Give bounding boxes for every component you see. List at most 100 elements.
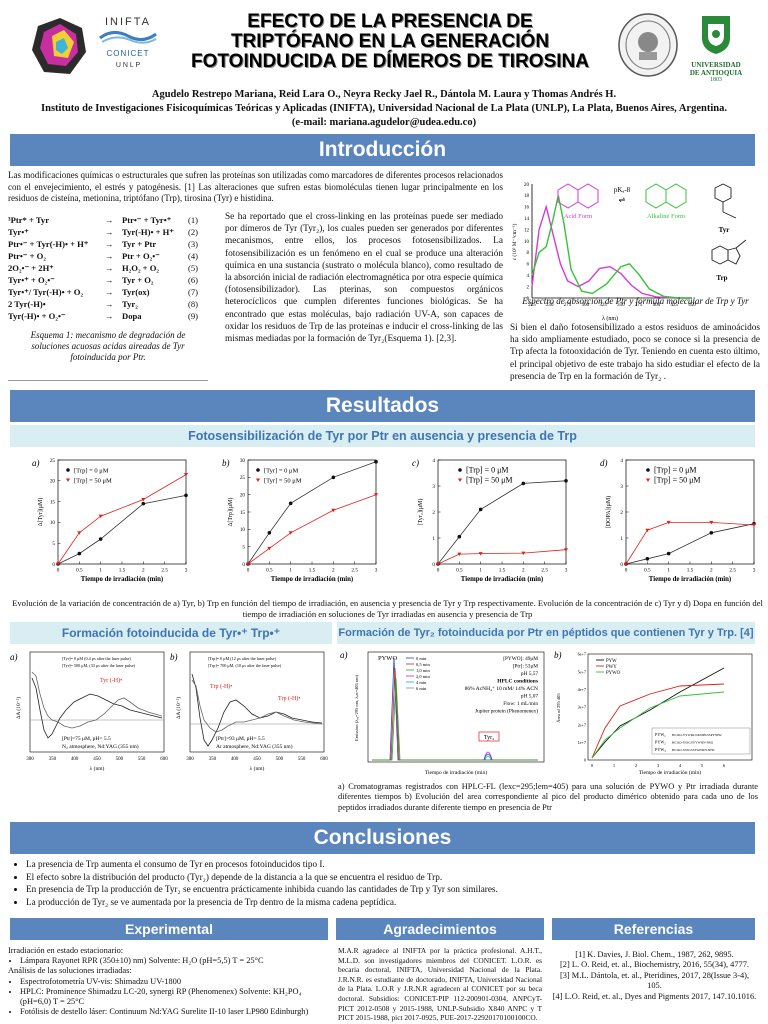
y-tick-label: 4 (432, 458, 435, 464)
y-tick-label: 4 (620, 458, 623, 464)
transient-xtick: 400 (231, 757, 239, 762)
udea-year: 1803 (710, 77, 722, 83)
legend-label-1: [Trp] = 0 μM (74, 467, 109, 474)
data-point-1 (288, 501, 293, 506)
data-point-2 (709, 520, 714, 525)
scheme-number: (9) (187, 311, 198, 321)
hplc-chromatogram: a) PYWO 0 min 0,5 min 1,0 min 2,0 min 4 min 6… (338, 648, 548, 778)
chart-panel-label: d) (600, 458, 608, 468)
pep-ytick: 0 (584, 758, 586, 763)
institute: Instituto de Investigaciones Fisicoquími… (41, 103, 727, 114)
transient-xtick: 600 (160, 757, 168, 762)
data-point-2 (521, 551, 526, 556)
legend-label-1: [Tyr] = 0 μM (264, 467, 299, 474)
alkaline-form-curve (531, 195, 692, 299)
reference-item: [1] K. Davies, J. Biol. Chem., 1987, 262… (575, 950, 734, 959)
data-point-2 (645, 528, 650, 533)
transient-a-curve-2 (31, 671, 163, 729)
transient-b-cond-1: [Ptr]=93 μM, pH= 5.5 (216, 736, 265, 742)
spectrum-ytick: 14 (524, 217, 530, 222)
scheme-products: Tyr(-H)• + H⁺ (122, 227, 174, 237)
scheme-arrow: → (104, 215, 114, 225)
data-point-1 (77, 551, 82, 556)
scheme-number: (3) (187, 239, 198, 249)
x-axis-label: Tiempo de irradiación (min) (461, 576, 543, 583)
x-tick-label: 0.5 (456, 568, 463, 574)
hplc-condition: pH 5,07 (521, 694, 538, 700)
scheme-number: (1) (187, 215, 198, 225)
results-sub-3: Formación de Tyr₂ fotoinducida por Ptr e… (337, 622, 755, 644)
x-tick-label: 1 (289, 568, 292, 574)
hplc-legend-label: 6 min (416, 686, 427, 691)
scheme-reactants: Tyr•⁺/ Tyr(-H)• + O₂ (8, 287, 84, 297)
intro-para-1: Las modificaciones químicas o estructura… (8, 170, 503, 203)
conclusion-item: La presencia de Trp aumenta el consumo d… (26, 858, 755, 871)
pka-label: pKₐ-8 (614, 186, 631, 194)
scheme-divider (8, 380, 208, 381)
spectrum-xtick: 225 (528, 303, 536, 308)
hplc-legend-label: 2,0 min (416, 674, 431, 680)
trp-structure: Trp (711, 239, 747, 282)
scheme-number: (2) (187, 227, 198, 237)
transient-b-peak-2: Trp (-H)• (278, 695, 300, 702)
conclusions-list: La presencia de Trp aumenta el consumo d… (10, 858, 755, 908)
hplc-legend-label: 0 min (416, 656, 427, 661)
data-point-1 (709, 531, 714, 535)
legend-marker-2 (458, 478, 462, 482)
unlp-seal-logo (617, 12, 679, 78)
hplc-legend-label: 4 min (416, 680, 427, 685)
legend-marker-1 (646, 468, 650, 472)
transient-b-curve-1 (191, 673, 323, 747)
scheme-arrow: → (104, 263, 114, 273)
pep-ytick: 2e+7 (578, 722, 586, 727)
pterin-alkaline-structure: Alkaline Form (645, 183, 687, 220)
acid-form-curve (531, 204, 692, 299)
kinetics-charts: a) 0 0.5 1 1.5 2 2.5 3 0 5 10 15 20 25 Tiempo de irrad… (0, 452, 768, 600)
hplc-condition: Flow: 1 mL/min (503, 701, 538, 707)
data-point-1 (564, 479, 568, 483)
pep-legend-label: PWY (606, 665, 617, 670)
conclusions-band: Conclusiones (10, 822, 755, 854)
exp-line-1: Irradiación en estado estacionario: (8, 946, 124, 955)
transient-xtick: 550 (298, 757, 306, 762)
results-sub-1: Fotosensibilización de Tyr por Ptr en au… (10, 425, 755, 447)
pep-xtick: 1 (613, 763, 615, 768)
spectrum-plot: 225 250 275 300 325 350 375 400 425 450 0 2 4 6 8 10 12… (511, 183, 696, 322)
scheme-reactants: Ptr•⁻ + O₂ (8, 251, 46, 261)
referencias-title: Referencias (613, 921, 694, 937)
x-tick-label: 2 (522, 568, 525, 574)
transient-a-cond-1: [Ptr]=75 μM, pH= 5.5 (62, 736, 111, 742)
y-tick-label: 20 (50, 479, 56, 485)
conclusions-title: Conclusiones (313, 826, 452, 849)
transient-a-ylabel: ΔA (10⁻²) (15, 697, 22, 719)
results-caption-2: a) Cromatogramas registrados con HPLC-FL… (338, 782, 758, 812)
intro-band: Introducción (10, 134, 755, 166)
spectrum-ytick: 16 (524, 206, 530, 211)
transient-xtick: 500 (116, 757, 124, 762)
pep-table-value: HCOO-SSSGSYYWRN-NH2 (672, 741, 714, 745)
y-tick-label: 25 (240, 475, 246, 481)
y-tick-label: 1 (620, 536, 623, 542)
y-tick-label: 0 (52, 562, 55, 568)
kinetics-chart-2: b) 0 0.5 1 1.5 2 2.5 3 0 5 10 15 20 25 30 Tiempo de irr… (200, 452, 384, 598)
inifta-conicet-unlp-logo: INIFTA CONICET U N L P (96, 16, 160, 76)
x-tick-label: 1.5 (309, 568, 316, 574)
y-tick-label: 0 (432, 562, 435, 568)
pep-table-frame (651, 727, 751, 755)
scheme-reactants: 2O₂•⁻ + 2H⁺ (8, 263, 54, 273)
reference-item: [2] L. O. Reid, et. al., Biochemistry, 2… (559, 960, 750, 970)
chart-frame (57, 459, 187, 565)
hplc-title: PYWO (378, 655, 397, 662)
spectrum-xtick: 400 (653, 303, 661, 308)
legend-label-1: [Trp] = 0 μM (466, 465, 509, 474)
x-tick-label: 3 (565, 568, 568, 574)
y-tick-label: 2 (432, 510, 435, 516)
x-tick-label: 0.5 (76, 568, 83, 574)
scheme-reaction: Tyr•⁺ + O₂•⁻ → Tyr + O₂ (6) (8, 274, 208, 286)
results-title: Resultados (325, 394, 440, 417)
exp-bullet-1: Lámpara Rayonet RPR (350±10) nm) Solvent… (20, 956, 330, 966)
email: (e-mail: mariana.agudelor@udea.edu.co) (291, 117, 477, 128)
tyr-structure: Tyr (714, 183, 737, 234)
scheme-products: Tyr(ox) (122, 287, 150, 297)
series-line-1 (625, 523, 755, 565)
